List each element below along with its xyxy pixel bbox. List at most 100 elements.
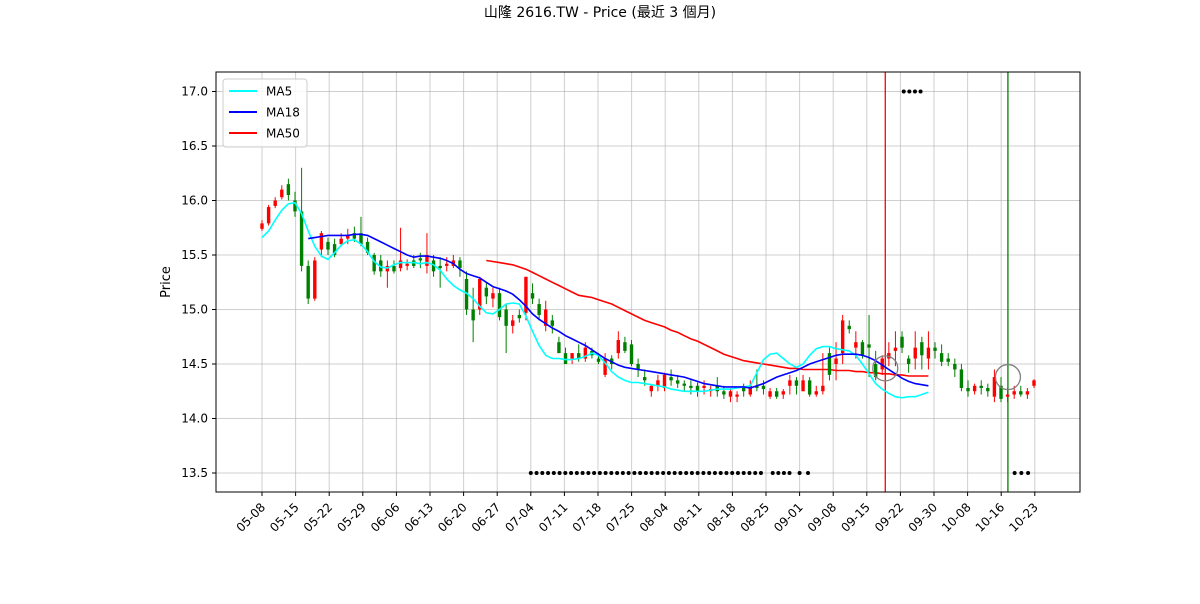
signal-dot — [781, 471, 786, 475]
candle-body — [781, 391, 785, 395]
candle-body — [880, 358, 884, 370]
signal-dot — [603, 471, 608, 475]
x-tick-label: 07-25 — [603, 500, 638, 535]
candle-body — [537, 304, 541, 315]
signal-dot — [569, 471, 574, 475]
candle-body — [365, 241, 370, 253]
signal-markers — [528, 89, 1031, 475]
candle-body — [933, 347, 937, 351]
candle-body — [577, 353, 581, 359]
x-tick-label: 09-22 — [872, 500, 907, 535]
x-tick-label: 09-08 — [805, 500, 840, 535]
x-tick-label: 05-08 — [234, 500, 269, 535]
signal-dot — [643, 471, 648, 475]
candle-body — [471, 309, 475, 321]
candle-body — [900, 336, 904, 348]
signal-dot — [615, 471, 620, 475]
candle-body — [821, 385, 825, 392]
candle-body — [669, 377, 673, 381]
candle-body — [860, 342, 865, 356]
signal-dot — [718, 471, 723, 475]
signal-dot — [730, 471, 735, 475]
candle-body — [431, 260, 436, 272]
candle-body — [788, 380, 792, 386]
signal-dot — [592, 471, 597, 475]
candle-body — [346, 235, 350, 239]
candle-body — [497, 293, 502, 318]
x-axis-ticks: 05-08 05-15 05-22 05-29 06-06 06-13 06-20 06-27… — [234, 492, 1041, 535]
candle-body — [570, 353, 574, 359]
signal-dot — [689, 471, 694, 475]
candle-body — [359, 233, 363, 245]
candle-body — [656, 380, 660, 386]
signal-dot — [557, 471, 562, 475]
candle-body — [953, 364, 957, 370]
candle-body — [273, 200, 277, 206]
candle-body — [847, 325, 851, 330]
candle-body — [946, 358, 950, 362]
signal-dot — [580, 471, 585, 475]
signal-dot — [901, 89, 906, 94]
ma50-line — [486, 259, 929, 377]
candle-body — [662, 374, 667, 388]
signal-dot — [907, 89, 912, 94]
candle-body — [761, 385, 766, 390]
candle-body — [1019, 391, 1023, 395]
signal-dot — [632, 471, 637, 475]
signal-dot — [753, 471, 758, 475]
candle-body — [807, 380, 812, 395]
candle-body — [339, 238, 343, 245]
y-axis-ticks: 13.5 14.0 14.5 15.0 15.5 16.0 16.5 17.0 — [181, 85, 216, 480]
signal-dot — [776, 471, 781, 475]
x-tick-label: 06-20 — [435, 500, 470, 535]
candle-body — [398, 260, 403, 269]
signal-dot — [563, 471, 568, 475]
candle-body — [893, 347, 898, 351]
legend-label: MA5 — [266, 85, 292, 99]
candle-body — [504, 309, 508, 326]
signal-dot — [912, 89, 917, 94]
x-tick-label: 09-30 — [906, 500, 941, 535]
signal-dot — [540, 471, 545, 475]
signal-dot — [1012, 471, 1017, 475]
signal-dot — [638, 471, 643, 475]
candle-body — [491, 293, 495, 299]
signal-dot — [741, 471, 746, 475]
y-tick-label: 14.0 — [181, 412, 208, 426]
candle-body — [695, 385, 700, 392]
candle-body — [643, 377, 647, 381]
candle-body — [867, 344, 871, 348]
y-tick-label: 15.5 — [181, 248, 208, 262]
signal-dot — [551, 471, 556, 475]
candle-body — [1032, 380, 1036, 386]
grid-lines — [216, 72, 1080, 492]
x-tick-label: 10-23 — [1006, 500, 1041, 535]
signal-lines — [884, 72, 1009, 492]
candle-body — [379, 260, 383, 272]
signal-dot — [620, 471, 625, 475]
signal-dot — [770, 471, 775, 475]
candle-body — [484, 287, 489, 297]
y-tick-label: 16.0 — [181, 194, 208, 208]
x-tick-label: 05-15 — [267, 500, 302, 535]
signal-dot — [724, 471, 729, 475]
candle-body — [939, 353, 944, 362]
x-tick-label: 09-01 — [771, 500, 806, 535]
candle-body — [319, 233, 324, 250]
candle-body — [840, 320, 845, 354]
candle-body — [959, 369, 964, 388]
x-tick-label: 06-13 — [402, 500, 437, 535]
y-tick-label: 15.0 — [181, 303, 208, 317]
candle-body — [689, 385, 693, 388]
signal-dot — [735, 471, 740, 475]
candle-body — [306, 265, 310, 299]
signal-dot — [574, 471, 579, 475]
signal-dot — [1019, 471, 1024, 475]
candle-body — [636, 364, 640, 370]
candle-body — [999, 385, 1003, 399]
candle-body — [801, 380, 805, 392]
candle-body — [405, 263, 409, 266]
candle-body — [583, 347, 588, 359]
y-tick-label: 16.5 — [181, 139, 208, 153]
